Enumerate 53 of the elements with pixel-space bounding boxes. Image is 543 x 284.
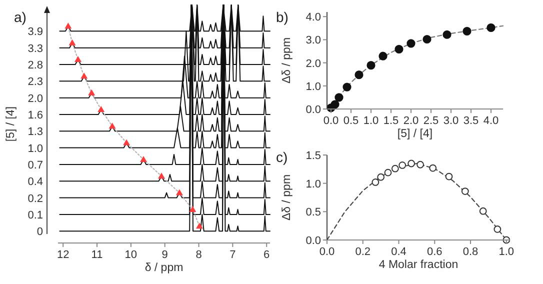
x-tick-label: 0.6 bbox=[427, 246, 442, 258]
series-label: 2.8 bbox=[28, 60, 43, 72]
x-tick-label: 0.4 bbox=[391, 246, 406, 258]
y-tick-label: 4.0 bbox=[306, 12, 321, 24]
y-tick-label: 3.0 bbox=[306, 34, 321, 47]
series-label: 2.3 bbox=[28, 76, 43, 88]
x-tick-label: 3.5 bbox=[463, 115, 479, 127]
x-tick-label: 11 bbox=[91, 249, 103, 261]
series-label: 0.4 bbox=[28, 176, 43, 188]
x-tick-label: 0.2 bbox=[355, 246, 371, 258]
x-tick-label: 3.0 bbox=[443, 115, 459, 127]
x-tick-label: 10 bbox=[124, 249, 138, 261]
x-tick-label: 1.0 bbox=[363, 115, 379, 127]
series-label: 1.0 bbox=[28, 142, 43, 155]
x-tick-label: 1.0 bbox=[498, 246, 514, 258]
x-tick-label: 0.0 bbox=[323, 115, 339, 127]
series-label: 3.9 bbox=[28, 26, 43, 38]
x-tick-label: 0.0 bbox=[319, 246, 335, 258]
y-tick-label: 1.5 bbox=[306, 150, 321, 162]
series-label: 0 bbox=[36, 226, 43, 238]
series-label: 0.2 bbox=[28, 192, 43, 205]
x-tick-label: 1.5 bbox=[383, 115, 399, 127]
series-label: 3.3 bbox=[28, 42, 43, 55]
x-axis-title: 4 Molar fraction bbox=[378, 259, 458, 271]
chart-title: c) bbox=[276, 149, 288, 165]
y-tick-label: 0.0 bbox=[306, 235, 321, 247]
x-tick-label: 6 bbox=[264, 249, 270, 261]
y-tick-label: 1.0 bbox=[306, 80, 321, 93]
y-tick-label: 2.0 bbox=[306, 58, 321, 70]
series-label: 0.1 bbox=[28, 209, 43, 222]
x-tick-label: 9 bbox=[162, 249, 168, 261]
x-tick-label: 2.5 bbox=[423, 115, 439, 127]
series-label: 2.0 bbox=[28, 92, 43, 105]
y-axis-title: [5] / [4] bbox=[5, 106, 17, 142]
chart-title: b) bbox=[276, 9, 288, 25]
series-label: 0.7 bbox=[28, 159, 43, 172]
y-tick-label: 0.0 bbox=[306, 104, 321, 116]
x-axis-title: δ / ppm bbox=[144, 262, 184, 274]
x-tick-label: 0.5 bbox=[343, 115, 359, 127]
x-axis-title: [5] / [4] bbox=[397, 128, 433, 140]
series-label: 1.3 bbox=[28, 126, 43, 138]
x-tick-label: 0.8 bbox=[462, 246, 478, 258]
y-axis-title: Δδ / ppm bbox=[281, 37, 293, 84]
x-tick-label: 12 bbox=[56, 249, 70, 261]
x-tick-label: 4.0 bbox=[483, 115, 499, 127]
x-tick-label: 7 bbox=[230, 249, 236, 261]
x-tick-label: 2.0 bbox=[403, 115, 419, 127]
chart-title: a) bbox=[14, 9, 26, 25]
y-tick-label: 1.0 bbox=[306, 178, 321, 190]
series-label: 1.6 bbox=[28, 109, 43, 122]
y-tick-label: 0.5 bbox=[306, 206, 321, 219]
y-axis-title: Δδ / ppm bbox=[281, 174, 293, 221]
x-tick-label: 8 bbox=[196, 249, 202, 261]
